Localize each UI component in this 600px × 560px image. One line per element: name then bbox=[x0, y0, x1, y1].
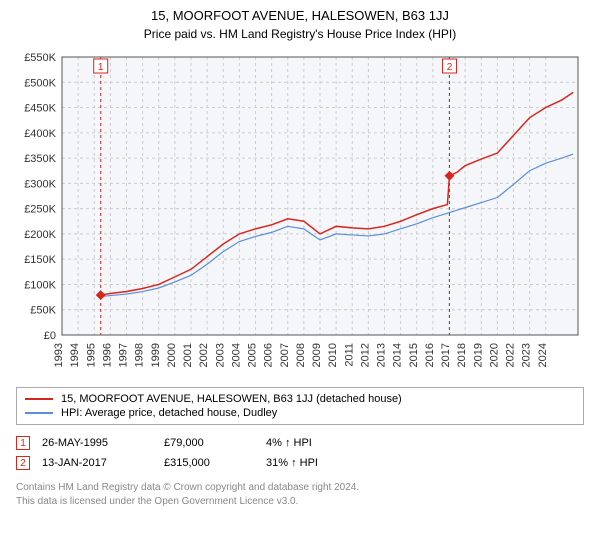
svg-text:2001: 2001 bbox=[182, 343, 194, 367]
svg-text:2022: 2022 bbox=[505, 343, 517, 367]
sale-date: 13-JAN-2017 bbox=[42, 457, 152, 469]
legend-swatch-1 bbox=[25, 398, 53, 400]
footnote: Contains HM Land Registry data © Crown c… bbox=[16, 481, 584, 508]
svg-text:2014: 2014 bbox=[392, 343, 404, 367]
svg-text:1996: 1996 bbox=[101, 343, 113, 367]
svg-text:2016: 2016 bbox=[424, 343, 436, 367]
svg-text:2006: 2006 bbox=[263, 343, 275, 367]
svg-text:£550K: £550K bbox=[24, 52, 56, 64]
svg-text:1997: 1997 bbox=[118, 343, 130, 367]
sale-pct: 31% ↑ HPI bbox=[266, 457, 356, 469]
svg-text:£150K: £150K bbox=[24, 254, 56, 266]
legend-row-series2: HPI: Average price, detached house, Dudl… bbox=[25, 406, 575, 420]
svg-text:£300K: £300K bbox=[24, 178, 56, 190]
svg-text:1: 1 bbox=[98, 62, 104, 73]
sale-date: 26-MAY-1995 bbox=[42, 437, 152, 449]
footnote-line-1: Contains HM Land Registry data © Crown c… bbox=[16, 481, 584, 495]
svg-text:2012: 2012 bbox=[359, 343, 371, 367]
svg-text:2002: 2002 bbox=[198, 343, 210, 367]
legend: 15, MOORFOOT AVENUE, HALESOWEN, B63 1JJ … bbox=[16, 387, 584, 425]
svg-text:2008: 2008 bbox=[295, 343, 307, 367]
svg-text:2005: 2005 bbox=[247, 343, 259, 367]
svg-text:1998: 1998 bbox=[134, 343, 146, 367]
svg-text:2009: 2009 bbox=[311, 343, 323, 367]
svg-text:£250K: £250K bbox=[24, 204, 56, 216]
sale-price: £79,000 bbox=[164, 437, 254, 449]
svg-text:£350K: £350K bbox=[24, 153, 56, 165]
legend-row-series1: 15, MOORFOOT AVENUE, HALESOWEN, B63 1JJ … bbox=[25, 392, 575, 406]
chart-title: 15, MOORFOOT AVENUE, HALESOWEN, B63 1JJ bbox=[16, 8, 584, 23]
svg-text:2004: 2004 bbox=[230, 343, 242, 367]
svg-text:2023: 2023 bbox=[521, 343, 533, 367]
legend-label-1: 15, MOORFOOT AVENUE, HALESOWEN, B63 1JJ … bbox=[61, 393, 402, 405]
svg-text:£200K: £200K bbox=[24, 229, 56, 241]
svg-text:£50K: £50K bbox=[30, 305, 56, 317]
svg-text:2007: 2007 bbox=[279, 343, 291, 367]
svg-text:1993: 1993 bbox=[53, 343, 65, 367]
chart-svg: £0 £50K £100K £150K £200K £250K £300K £350K £400… bbox=[16, 51, 584, 381]
svg-text:£100K: £100K bbox=[24, 279, 56, 291]
legend-label-2: HPI: Average price, detached house, Dudl… bbox=[61, 407, 277, 419]
svg-text:1999: 1999 bbox=[150, 343, 162, 367]
svg-text:2013: 2013 bbox=[376, 343, 388, 367]
svg-text:2: 2 bbox=[447, 62, 453, 73]
svg-text:2018: 2018 bbox=[456, 343, 468, 367]
chart-plot: £0 £50K £100K £150K £200K £250K £300K £350K £400… bbox=[16, 51, 584, 381]
chart-container: 15, MOORFOOT AVENUE, HALESOWEN, B63 1JJ … bbox=[0, 0, 600, 518]
svg-text:2010: 2010 bbox=[327, 343, 339, 367]
sales-table: 1 26-MAY-1995 £79,000 4% ↑ HPI 2 13-JAN-2017 £… bbox=[16, 433, 584, 473]
sale-marker-1: 1 bbox=[16, 436, 30, 450]
legend-swatch-2 bbox=[25, 412, 53, 414]
svg-text:£400K: £400K bbox=[24, 128, 56, 140]
sale-marker-2: 2 bbox=[16, 456, 30, 470]
svg-text:£0: £0 bbox=[44, 330, 56, 342]
svg-text:2011: 2011 bbox=[343, 343, 355, 367]
svg-text:1995: 1995 bbox=[85, 343, 97, 367]
svg-text:2024: 2024 bbox=[537, 343, 549, 367]
svg-text:2020: 2020 bbox=[488, 343, 500, 367]
svg-text:2015: 2015 bbox=[408, 343, 420, 367]
sale-pct: 4% ↑ HPI bbox=[266, 437, 356, 449]
svg-text:£450K: £450K bbox=[24, 103, 56, 115]
svg-text:2019: 2019 bbox=[472, 343, 484, 367]
footnote-line-2: This data is licensed under the Open Gov… bbox=[16, 495, 584, 509]
svg-text:2000: 2000 bbox=[166, 343, 178, 367]
sales-row: 1 26-MAY-1995 £79,000 4% ↑ HPI bbox=[16, 433, 584, 453]
sales-row: 2 13-JAN-2017 £315,000 31% ↑ HPI bbox=[16, 453, 584, 473]
svg-text:2017: 2017 bbox=[440, 343, 452, 367]
svg-text:2003: 2003 bbox=[214, 343, 226, 367]
svg-text:£500K: £500K bbox=[24, 77, 56, 89]
svg-text:1994: 1994 bbox=[69, 343, 81, 367]
sale-price: £315,000 bbox=[164, 457, 254, 469]
chart-subtitle: Price paid vs. HM Land Registry's House … bbox=[16, 27, 584, 41]
